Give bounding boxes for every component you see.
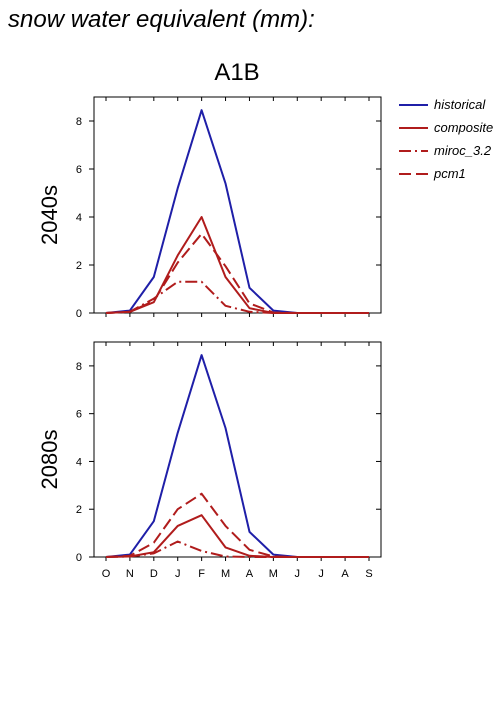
x-tick-label: O — [102, 568, 111, 580]
x-tick-label: S — [365, 568, 372, 580]
figure-title: A1B — [214, 59, 259, 86]
legend-label: miroc_3.2 — [434, 143, 492, 158]
legend-label: composite — [434, 120, 493, 135]
series-line-historical — [105, 354, 369, 558]
y-tick-label: 0 — [76, 552, 82, 564]
x-tick-label: A — [246, 568, 254, 580]
x-tick-label: N — [126, 568, 134, 580]
y-tick-label: 4 — [76, 212, 82, 224]
y-axis-label: 2080s — [37, 430, 62, 490]
plot-frame — [93, 341, 382, 558]
series-line-miroc-3-2 — [105, 540, 369, 558]
legend-label: historical — [434, 97, 486, 112]
legend: historical composite miroc_3.2 pcm1 — [399, 97, 493, 181]
x-tick-label: F — [198, 568, 205, 580]
y-tick-label: 2 — [76, 504, 82, 516]
chart-panel-2040s: 0 2 4 6 8 2040s — [37, 96, 382, 320]
y-tick-label: 2 — [76, 260, 82, 272]
x-tick-label: J — [175, 568, 181, 580]
x-tick-label: A — [341, 568, 349, 580]
x-tick-label: J — [318, 568, 324, 580]
x-tick-label: J — [295, 568, 301, 580]
legend-item: pcm1 — [399, 166, 466, 181]
legend-label: pcm1 — [433, 166, 466, 181]
x-tick-label: M — [221, 568, 230, 580]
x-tick-label: M — [269, 568, 278, 580]
y-tick-label: 6 — [76, 164, 82, 176]
x-tick-label: D — [150, 568, 158, 580]
series-line-pcm1 — [105, 232, 369, 314]
series-line-miroc-3-2 — [105, 280, 369, 314]
chart-panel-2080s: 0 2 4 6 8 O N D J F M A M J J A S 2080s — [37, 341, 382, 580]
legend-item: miroc_3.2 — [399, 143, 492, 158]
series-line-historical — [105, 109, 369, 314]
y-axis-label: 2040s — [37, 185, 62, 245]
y-tick-label: 8 — [76, 116, 82, 128]
series-line-pcm1 — [105, 492, 369, 558]
series-line-composite — [105, 514, 369, 558]
y-tick-label: 4 — [76, 456, 82, 468]
legend-item: composite — [399, 120, 493, 135]
page-title: snow water equivalent (mm): — [8, 6, 315, 33]
legend-item: historical — [399, 97, 486, 112]
y-tick-label: 0 — [76, 308, 82, 320]
y-tick-label: 6 — [76, 409, 82, 421]
y-tick-label: 8 — [76, 361, 82, 373]
plot-frame — [93, 96, 382, 314]
